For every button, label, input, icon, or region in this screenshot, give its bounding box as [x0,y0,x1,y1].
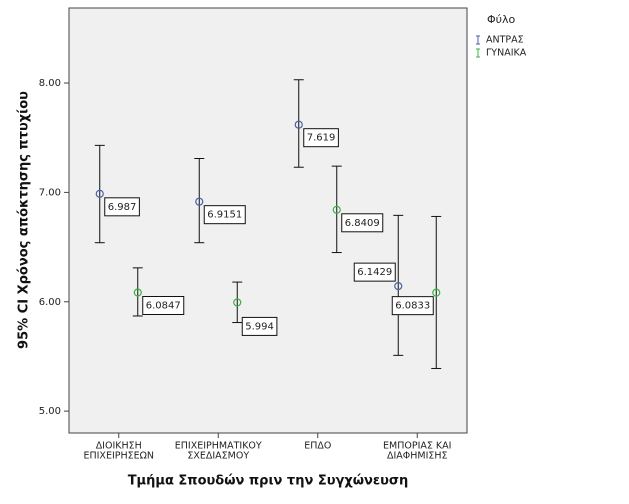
data-label-box [391,296,434,316]
data-label: 6.0847 [146,300,181,311]
legend-title: Φύλο [487,13,516,26]
x-tick-label: ΣΧΕΔΙΑΣΜΟΥ [187,451,249,462]
x-tick-label: ΔΙΟΙΚΗΣΗ [96,441,142,452]
mean-marker [294,120,303,129]
y-axis-title: 95% CI Χρόνος απόκτησης πτυχίου [17,91,32,349]
data-label-box [303,128,339,148]
mean-marker [394,282,403,291]
mean-marker [195,197,204,206]
data-label-box [353,262,396,282]
mean-marker [233,298,242,307]
x-tick-label: ΕΠΙΧΕΙΡΗΣΕΩΝ [83,451,154,462]
mean-marker [133,288,142,297]
mean-marker [332,205,341,214]
x-tick-label: ΕΠΙΧΕΙΡΗΜΑΤΙΚΟΥ [175,441,262,452]
data-label-box [241,316,278,336]
data-label-box [341,213,384,233]
y-tick-label: 7.00 [39,187,61,198]
legend-label: ΑΝΤΡΑΣ [486,35,524,46]
mean-marker [95,189,104,198]
data-label: 6.9151 [207,210,242,221]
plot-area [68,7,468,434]
x-tick-label: ΕΜΠΟΡΙΑΣ ΚΑΙ [383,441,451,452]
x-tick-label: ΕΠΔΟ [304,441,331,452]
x-tick-label: ΔΙΑΦΗΜΙΣΗΣ [387,451,448,462]
data-label-box [203,205,246,225]
data-label-box [104,197,140,217]
y-tick-label: 8.00 [39,78,61,89]
legend-label: ΓΥΝΑΙΚΑ [486,48,527,59]
data-label-box [142,295,185,315]
x-axis-title: Τμήμα Σπουδών πριν την Συγχώνευση [128,474,409,489]
data-label: 5.994 [245,321,274,332]
mean-marker [432,288,441,297]
y-tick-label: 5.00 [39,406,61,417]
data-label: 6.0833 [395,301,430,312]
data-label: 7.619 [307,133,336,144]
y-tick-label: 6.00 [39,297,61,308]
data-label: 6.1429 [357,267,392,278]
data-label: 6.8409 [345,218,380,229]
data-label: 6.987 [108,202,137,213]
